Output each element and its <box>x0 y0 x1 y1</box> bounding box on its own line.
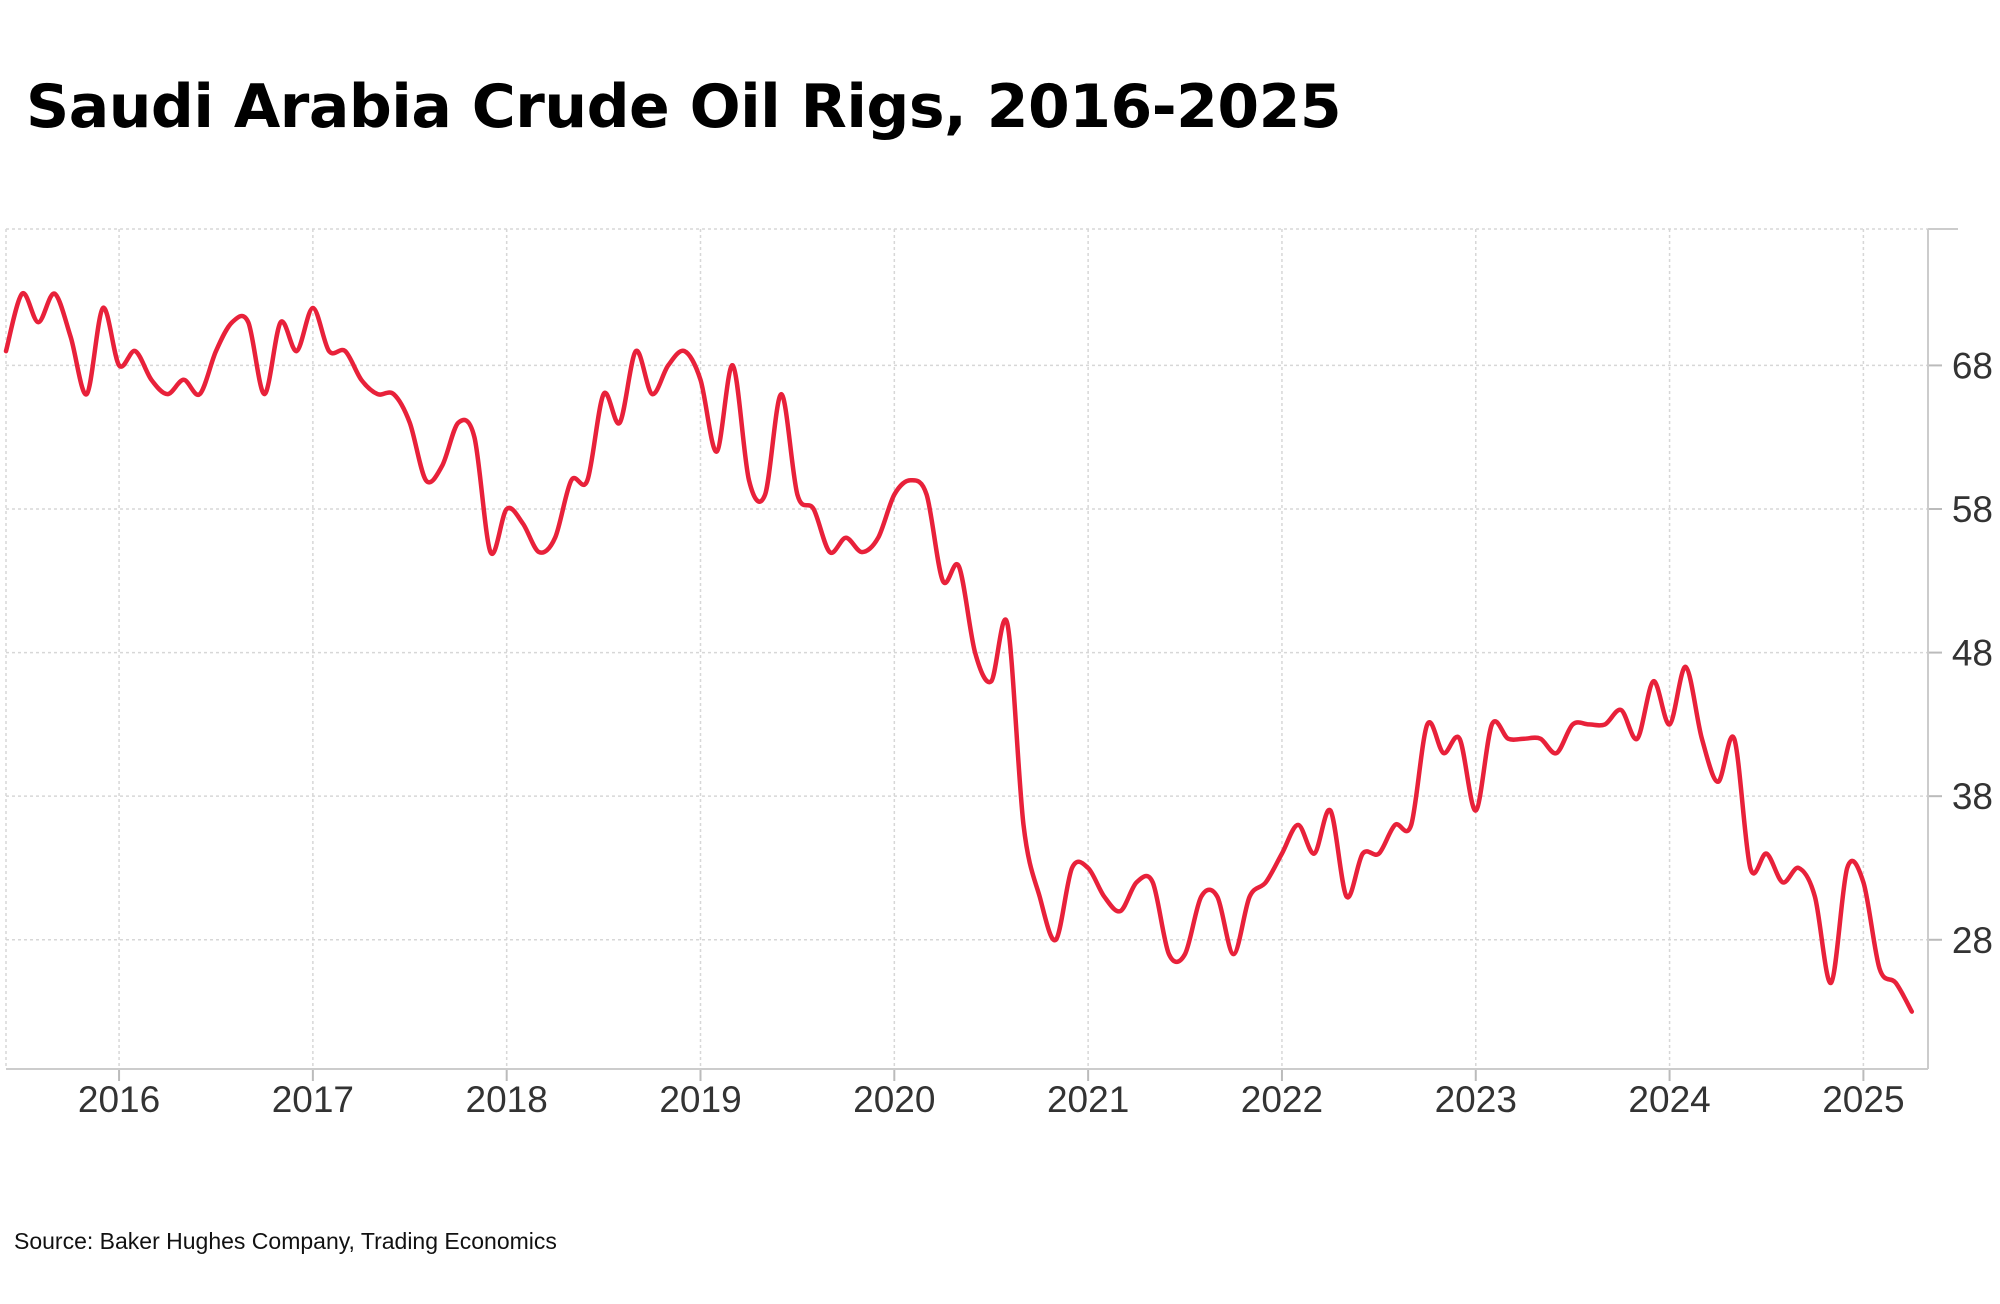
y-tick-label-28: 28 <box>1952 920 1993 961</box>
chart-title: Saudi Arabia Crude Oil Rigs, 2016-2025 <box>26 72 1342 142</box>
y-tick-label-68: 68 <box>1952 345 1993 386</box>
x-tick-label-2025: 2025 <box>1822 1079 1904 1120</box>
x-tick-label-2019: 2019 <box>659 1079 741 1120</box>
source-note: Source: Baker Hughes Company, Trading Ec… <box>14 1228 557 1254</box>
x-tick-label-2017: 2017 <box>272 1079 354 1120</box>
x-tick-label-2021: 2021 <box>1047 1079 1129 1120</box>
x-tick-label-2020: 2020 <box>853 1079 935 1120</box>
grid-lines <box>5 228 1928 1069</box>
x-tick-label-2024: 2024 <box>1628 1079 1710 1120</box>
x-tick-label-2018: 2018 <box>466 1079 548 1120</box>
y-tick-label-58: 58 <box>1952 489 1993 530</box>
x-tick-label-2016: 2016 <box>78 1079 160 1120</box>
axes <box>6 228 1958 1081</box>
y-axis-tick-labels: 28 38 48 58 68 <box>1952 345 1993 960</box>
x-axis-tick-labels: 2016 2017 2018 2019 2020 2021 2022 2023 2024 2025 <box>78 1079 1905 1120</box>
series-group <box>3 291 1915 1014</box>
x-tick-label-2022: 2022 <box>1241 1079 1323 1120</box>
series-line-0 <box>3 291 1915 1014</box>
y-tick-label-48: 48 <box>1952 633 1993 674</box>
x-tick-label-2023: 2023 <box>1435 1079 1517 1120</box>
y-tick-label-38: 38 <box>1952 776 1993 817</box>
